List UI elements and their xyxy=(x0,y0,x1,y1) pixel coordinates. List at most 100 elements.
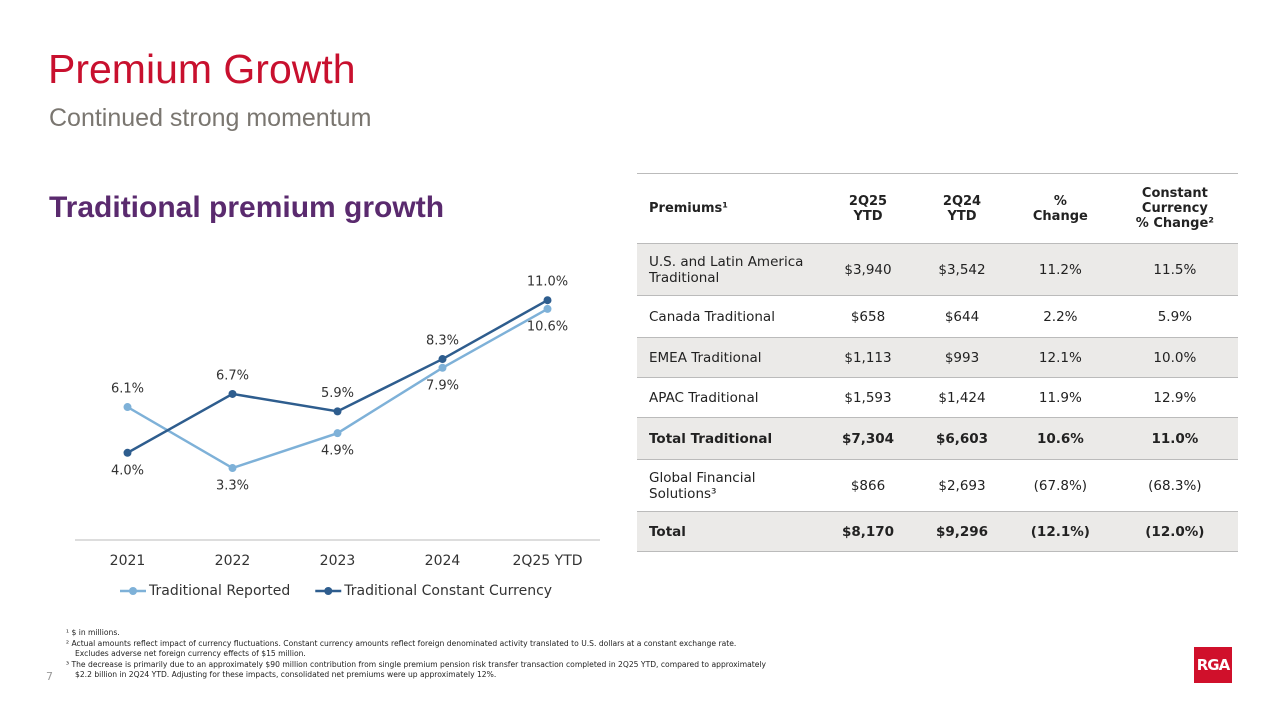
table-cell: Total xyxy=(637,511,821,552)
legend-label: Traditional Constant Currency xyxy=(343,583,552,599)
table-row: U.S. and Latin America Traditional $3,940… xyxy=(637,243,1238,296)
data-point xyxy=(333,429,342,438)
data-point xyxy=(333,407,342,416)
table-cell: $1,593 xyxy=(821,377,915,418)
table-cell: $6,603 xyxy=(915,417,1009,460)
data-label: 6.7% xyxy=(216,368,249,383)
table-cell: 12.9% xyxy=(1111,377,1238,418)
table-cell: $8,170 xyxy=(821,511,915,552)
header-text: 2Q24 xyxy=(942,193,982,209)
data-point xyxy=(438,355,447,364)
table-cell: (67.8%) xyxy=(1009,459,1112,512)
header-cell: Constant Currency% Change² xyxy=(1111,173,1238,244)
x-tick-label: 2022 xyxy=(215,553,251,569)
table-cell: $993 xyxy=(915,337,1009,378)
header-cell: Premiums¹ xyxy=(637,173,821,244)
data-label: 7.9% xyxy=(426,378,459,393)
data-label: 3.3% xyxy=(216,479,249,494)
title: Premium Growth xyxy=(48,46,356,92)
table-cell: Total Traditional xyxy=(637,417,821,460)
table-cell: $1,424 xyxy=(915,377,1009,418)
header-text: % Change² xyxy=(1135,216,1214,231)
header-text: YTD xyxy=(853,208,883,224)
table-cell: APAC Traditional xyxy=(637,377,821,418)
data-label: 5.9% xyxy=(321,386,354,401)
table-cell: (68.3%) xyxy=(1111,459,1238,512)
header-cell: % Change xyxy=(1009,173,1112,244)
table-cell: EMEA Traditional xyxy=(637,337,821,378)
footnote: Excludes adverse net foreign currency ef… xyxy=(75,649,306,658)
table-cell: $644 xyxy=(915,295,1009,338)
table-cell: 11.0% xyxy=(1111,417,1238,460)
data-point xyxy=(438,363,447,372)
table-cell: Global Financial Solutions³ xyxy=(637,459,821,512)
subtitle: Continued strong momentum xyxy=(49,104,372,132)
x-tick-label: 2021 xyxy=(110,553,146,569)
table-row: Global Financial Solutions³ $866 $2,693 (67… xyxy=(637,459,1238,512)
data-label: 8.3% xyxy=(426,334,459,349)
table-cell: 11.5% xyxy=(1111,243,1238,296)
table-row: Canada Traditional $658 $644 2.2% 5.9% xyxy=(637,295,1238,338)
data-point xyxy=(228,389,237,398)
page-number: 7 xyxy=(46,670,53,683)
logo: RGA xyxy=(1194,647,1232,683)
chart: 2021 2022 2023 2024 2Q25 YTD 6.1% 3.3% 4.9% 7.9%… xyxy=(75,275,600,599)
data-point xyxy=(228,464,237,473)
legend-marker xyxy=(129,587,137,595)
table-cell: 10.0% xyxy=(1111,337,1238,378)
header-cell: 2Q24 YTD xyxy=(915,173,1009,244)
legend-label: Traditional Reported xyxy=(148,583,290,599)
table-cell: Canada Traditional xyxy=(637,295,821,338)
footnote: ³ The decrease is primarily due to an ap… xyxy=(66,659,767,669)
header-text: Premiums¹ xyxy=(649,201,728,216)
data-label: 6.1% xyxy=(111,382,144,397)
premium-table: Premiums¹ 2Q25 YTD 2Q24 YTD% Change Constant Cu… xyxy=(637,173,1238,552)
table-cell: 10.6% xyxy=(1009,417,1112,460)
table-cell: $2,693 xyxy=(915,459,1009,512)
table-cell: (12.1%) xyxy=(1009,511,1112,552)
table-cell: $3,940 xyxy=(821,243,915,296)
table-row: Total Traditional $7,304 $6,603 10.6% 11.0% xyxy=(637,417,1238,460)
table-cell: (12.0%) xyxy=(1111,511,1238,552)
table-cell: $7,304 xyxy=(821,417,915,460)
data-label: 4.9% xyxy=(321,444,354,459)
table-cell: $658 xyxy=(821,295,915,338)
data-label: 11.0% xyxy=(527,275,568,290)
table-cell: 11.9% xyxy=(1009,377,1112,418)
header-text: % xyxy=(1053,193,1067,209)
section-title: Traditional premium growth xyxy=(49,191,445,224)
data-point xyxy=(123,403,132,412)
table-cell: 12.1% xyxy=(1009,337,1112,378)
x-tick-label: 2023 xyxy=(320,553,356,569)
table-cell: $9,296 xyxy=(915,511,1009,552)
header-text: YTD xyxy=(947,208,977,224)
header-text: Change xyxy=(1032,208,1088,224)
footnote: ² Actual amounts reflect impact of curre… xyxy=(66,638,737,648)
header-text: 2Q25 xyxy=(848,193,888,209)
table-row: APAC Traditional $1,593 $1,424 11.9% 12.9% xyxy=(637,377,1238,418)
table-cell: 11.2% xyxy=(1009,243,1112,296)
table-cell: $3,542 xyxy=(915,243,1009,296)
legend-marker xyxy=(324,587,333,595)
data-point xyxy=(123,448,132,457)
data-point xyxy=(543,304,552,313)
footnote: $2.2 billion in 2Q24 YTD. Adjusting for … xyxy=(75,670,497,679)
table-cell: $866 xyxy=(821,459,915,512)
table-cell: U.S. and Latin America Traditional xyxy=(637,243,821,296)
x-tick-label: 2Q25 YTD xyxy=(512,553,582,569)
x-tick-label: 2024 xyxy=(425,553,461,569)
footnotes: ¹ $ in millions. ² Actual amounts reflect… xyxy=(66,628,766,681)
header-row: Premiums¹ 2Q25 YTD 2Q24 YTD% Change Constant Cu… xyxy=(637,173,1238,244)
header-text: Currency xyxy=(1141,201,1208,216)
header-text: Constant xyxy=(1141,186,1208,201)
header-cell: 2Q25 YTD xyxy=(821,173,915,244)
data-point xyxy=(543,296,552,305)
data-label: 4.0% xyxy=(111,463,144,478)
table-row: Total $8,170 $9,296 (12.1%) (12.0%) xyxy=(637,511,1238,552)
footnote: ¹ $ in millions. xyxy=(66,628,120,637)
table-cell: 5.9% xyxy=(1111,295,1238,338)
data-label: 10.6% xyxy=(527,319,568,334)
table-cell: 2.2% xyxy=(1009,295,1112,338)
table-row: EMEA Traditional $1,113 $993 12.1% 10.0% xyxy=(637,337,1238,378)
